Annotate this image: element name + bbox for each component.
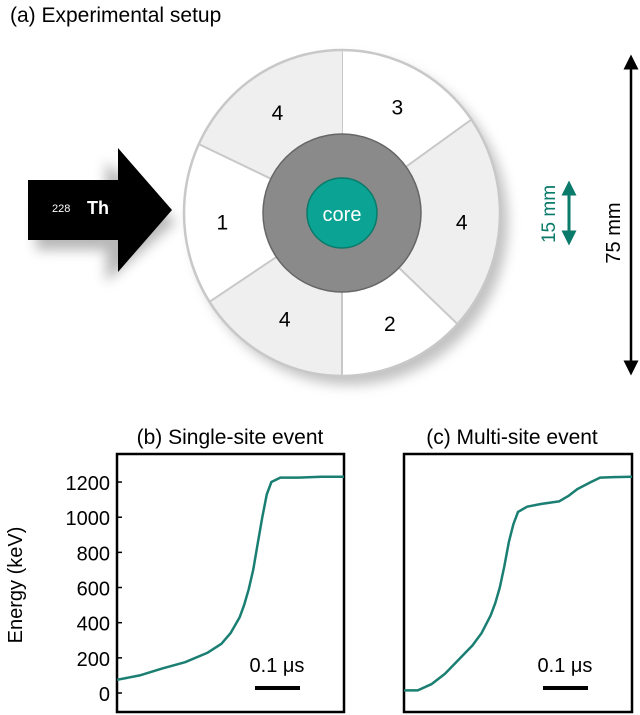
y-tick-label: 600 [77, 579, 110, 601]
source-arrow-icon [28, 148, 172, 272]
scale-bar-label: 0.1 μs [538, 655, 593, 677]
panel-c-title: (c) Multi-site event [426, 426, 598, 449]
y-tick-label: 400 [77, 614, 110, 636]
segment-label: 3 [392, 97, 404, 120]
plot-panel-c: 0.1 μs [402, 452, 634, 714]
y-tick-label: 1000 [66, 508, 111, 530]
segment-label: 4 [279, 309, 291, 332]
scale-bar-label: 0.1 μs [250, 655, 305, 677]
setup-title: (a) Experimental setup [10, 4, 221, 27]
y-tick-label: 800 [77, 543, 110, 565]
segment-label: 4 [456, 211, 468, 234]
energy-trace [404, 475, 633, 692]
core-label: core [323, 204, 362, 226]
source-mass: 228 [52, 203, 70, 215]
segment-label: 4 [272, 102, 284, 125]
core-segment [306, 177, 378, 249]
detector-outline [182, 48, 502, 378]
y-tick-label: 0 [99, 684, 110, 706]
y-axis-label: Energy (keV) [5, 527, 27, 644]
plot-panel-b: 0.1 μs [115, 452, 346, 714]
plot-frame [402, 452, 634, 714]
source-label: Th [87, 198, 109, 218]
segment-label: 1 [216, 211, 228, 234]
detector-dimension: 75 mm [603, 202, 625, 263]
core-dimension: 15 mm [539, 185, 560, 243]
segment-label: 2 [384, 313, 396, 336]
plot-frame [115, 452, 346, 714]
energy-trace [116, 475, 344, 682]
y-tick-label: 200 [77, 649, 110, 671]
panel-b-title: (b) Single-site event [137, 426, 324, 449]
y-tick-label: 1200 [66, 473, 111, 495]
